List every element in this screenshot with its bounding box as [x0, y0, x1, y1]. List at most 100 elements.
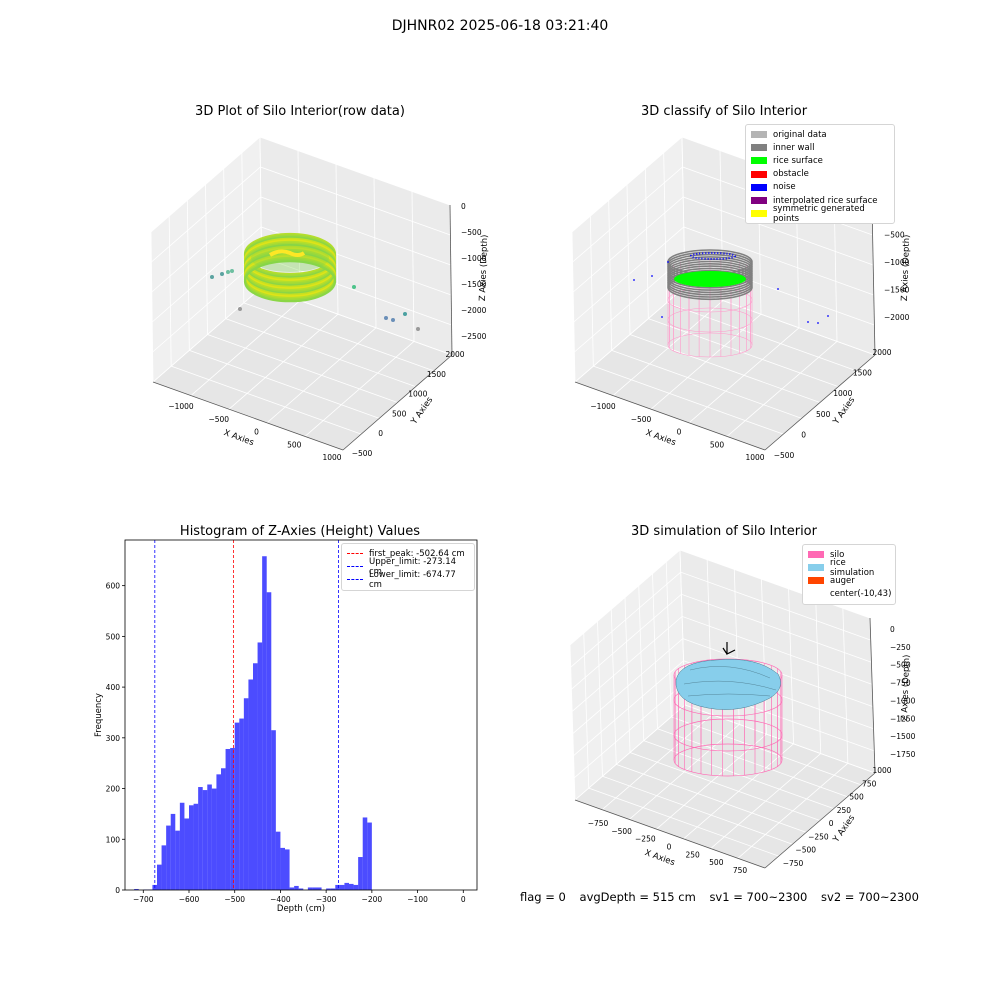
x-axis-line — [152, 381, 344, 451]
silo-ring-points — [243, 255, 337, 298]
x-tick-label: 500 — [287, 440, 302, 449]
left-pane — [151, 137, 262, 382]
grid-line — [626, 184, 631, 335]
y-axis-label: Frequency — [94, 693, 104, 737]
legend-swatch — [808, 591, 824, 598]
x-tick-label: −300 — [316, 895, 337, 904]
silo-ring-points — [243, 252, 337, 295]
silo-wireframe-ring — [673, 683, 783, 717]
legend-label: original data — [773, 129, 827, 140]
histogram-bar — [239, 718, 244, 890]
grid-line — [688, 327, 800, 424]
grid-line — [189, 349, 380, 419]
legend-swatch — [751, 144, 767, 152]
grid-line — [737, 762, 849, 859]
grid — [150, 136, 453, 451]
silo-ring-points — [243, 248, 337, 292]
z-tick-label: −1500 — [461, 280, 487, 289]
histogram-bar — [367, 822, 372, 890]
grid-line — [151, 226, 452, 323]
grid-line — [638, 585, 645, 741]
histogram-bar — [307, 887, 313, 890]
grid-line — [871, 204, 876, 356]
simulation-legend: silo rice simulation auger center(-10,43) — [802, 544, 896, 605]
legend-label: auger — [830, 575, 855, 586]
histogram-bar — [143, 889, 148, 890]
grid-line — [241, 152, 245, 303]
x-tick-label: 750 — [733, 866, 748, 875]
z-axis-line — [449, 204, 453, 356]
silo-wireframe-ring — [673, 718, 783, 752]
z-tick-label: −2000 — [461, 306, 487, 315]
z-tick-label: 0 — [890, 625, 895, 634]
grid-line — [761, 579, 767, 735]
histogram-bar — [147, 889, 153, 890]
legend-entry: symmetric generated points — [751, 204, 889, 224]
x-axis-label: Depth (cm) — [277, 904, 325, 914]
wireframe-ring — [667, 307, 753, 333]
legend-swatch — [751, 210, 767, 218]
histogram-bar — [179, 802, 185, 890]
histogram-bar — [353, 884, 359, 890]
z-tick-label: −250 — [890, 643, 911, 652]
legend-swatch — [751, 183, 767, 191]
simulation-plot-title: 3D simulation of Silo Interior — [631, 524, 817, 539]
y-axis-label: Y Axies — [409, 395, 436, 427]
noise-point — [827, 315, 829, 317]
legend-swatch — [808, 564, 824, 572]
scatter-point — [238, 307, 242, 311]
x-tick-label: −400 — [270, 895, 291, 904]
z-tick-label: −1750 — [890, 750, 916, 759]
y-tick-label: 0 — [829, 819, 834, 828]
raw-plot-title: 3D Plot of Silo Interior(row data) — [195, 104, 405, 119]
grid-line — [335, 164, 339, 315]
inner-wall-points — [667, 272, 753, 298]
y-tick-label: 500 — [816, 410, 831, 419]
histogram-bar — [275, 831, 281, 890]
grid-line — [733, 569, 740, 725]
legend-swatch — [347, 553, 363, 555]
legend-swatch — [751, 131, 767, 139]
histogram-bar — [157, 864, 162, 890]
silo-ring-points — [243, 242, 337, 285]
inner-wall-points — [667, 253, 753, 280]
y-tick-label: 1500 — [427, 370, 446, 379]
histogram-bar — [207, 784, 212, 890]
inner-wall-points — [667, 265, 753, 291]
grid-line — [588, 787, 779, 857]
histogram-bar — [358, 857, 363, 890]
scatter-point — [220, 272, 224, 276]
legend-label: first_peak: -502.64 cm — [369, 548, 465, 559]
inner-wall-points — [667, 267, 753, 294]
legend-entry: rice surface — [751, 154, 889, 167]
z-axis-label: Z Axies (Depth) — [900, 654, 912, 721]
x-tick-label: 250 — [686, 850, 701, 859]
grid-line — [666, 302, 857, 372]
grid-line — [764, 354, 876, 451]
grid-line — [574, 286, 876, 383]
grid-line — [629, 724, 740, 820]
silo-ring-points — [243, 247, 337, 290]
z-tick-label: 0 — [461, 202, 466, 211]
x-tick-label: 0 — [667, 843, 672, 852]
legend-swatch — [751, 157, 767, 165]
histogram-bar — [330, 888, 336, 890]
y-tick-label: −250 — [808, 832, 829, 841]
grid-line — [602, 775, 793, 845]
grid-line — [593, 365, 784, 435]
histogram-bar — [253, 663, 258, 890]
grid-line — [842, 608, 849, 764]
histogram-bar — [202, 790, 208, 890]
x-axis-label: X Axies — [222, 428, 255, 448]
floor-pane — [153, 287, 452, 450]
histogram-bar — [262, 556, 267, 890]
grid-line — [788, 588, 794, 744]
z-tick-label: −500 — [890, 661, 911, 670]
legend-entry: center(-10,43) — [808, 588, 891, 601]
grid-line — [657, 728, 848, 798]
inner-wall-points — [667, 262, 753, 289]
grid-line — [225, 318, 416, 388]
histogram-bar — [326, 888, 331, 890]
grid-line — [629, 752, 821, 821]
grid-line — [589, 216, 594, 367]
